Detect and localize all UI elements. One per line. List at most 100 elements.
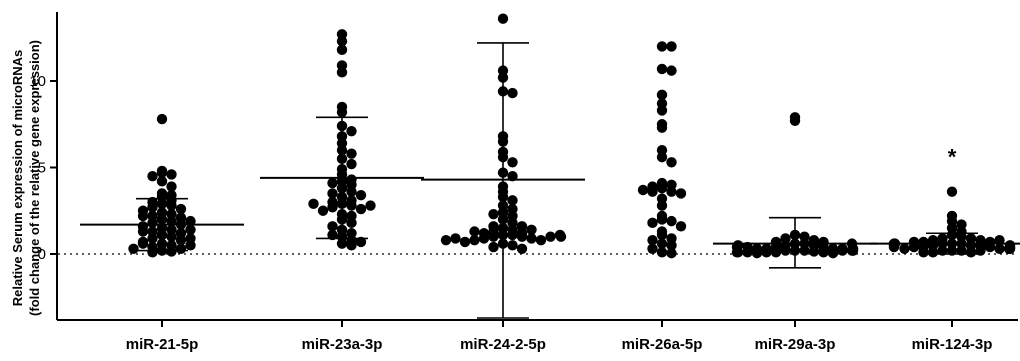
- data-point-miR-124-3p-30: [927, 247, 939, 258]
- data-point-miR-21-5p-45: [137, 238, 149, 249]
- data-point-miR-26a-5p-2: [656, 63, 668, 75]
- data-point-miR-21-5p-6: [166, 181, 177, 192]
- data-point-miR-24-2-5p-40: [478, 228, 490, 239]
- data-point-miR-21-5p-31: [166, 231, 177, 242]
- data-point-miR-23a-3p-34: [327, 221, 338, 232]
- data-point-miR-124-3p-24: [899, 243, 910, 255]
- data-point-miR-26a-5p-23: [666, 215, 677, 227]
- x-tick-label-miR-124-3p: miR-124-3p: [912, 336, 993, 353]
- data-point-miR-26a-5p-27: [656, 229, 668, 241]
- data-point-miR-24-2-5p-29: [488, 231, 499, 242]
- data-point-miR-23a-3p-39: [336, 238, 348, 249]
- data-point-miR-24-2-5p-30: [516, 231, 528, 242]
- data-point-miR-24-2-5p-9: [507, 157, 518, 168]
- data-point-miR-21-5p-47: [128, 243, 139, 255]
- data-point-miR-21-5p-5: [156, 176, 168, 187]
- data-point-miR-29a-3p-23: [761, 247, 772, 258]
- data-point-miR-21-5p-43: [137, 226, 149, 237]
- data-point-miR-21-5p-46: [185, 240, 196, 251]
- data-point-miR-26a-5p-32: [647, 243, 658, 255]
- data-point-miR-26a-5p-6: [656, 105, 668, 116]
- data-point-miR-26a-5p-30: [656, 238, 668, 249]
- data-point-miR-24-2-5p-35: [459, 236, 471, 248]
- x-tick-label-miR-26a-5p: miR-26a-5p: [622, 336, 703, 353]
- data-point-miR-124-3p-0: [946, 186, 958, 197]
- data-point-miR-26a-5p-16: [666, 186, 677, 197]
- data-point-miR-24-2-5p-0: [497, 13, 509, 24]
- y-tick-label-10: 10: [29, 73, 46, 90]
- y-axis-label-line-2: (fold change of the relative gene expres…: [27, 40, 42, 316]
- significance-asterisk-miR-124-3p: *: [948, 145, 957, 170]
- data-point-miR-24-2-5p-37: [507, 240, 518, 251]
- data-point-miR-26a-5p-35: [637, 184, 649, 196]
- plot-area: 0 5 10 miR-21-5p miR-23a-3p miR-24-2-5p miR-26…: [29, 12, 1020, 353]
- data-point-miR-21-5p-48: [137, 210, 149, 222]
- data-point-miR-24-2-5p-42: [526, 224, 537, 235]
- data-point-miR-21-5p-2: [156, 167, 168, 178]
- data-point-miR-124-3p-43: [918, 247, 929, 258]
- data-point-miR-21-5p-33: [175, 234, 187, 246]
- data-point-miR-23a-3p-27: [346, 200, 357, 211]
- data-point-miR-21-5p-38: [175, 243, 187, 255]
- data-point-miR-26a-5p-29: [647, 234, 658, 246]
- data-point-miR-24-2-5p-39: [516, 243, 528, 255]
- data-point-miR-29a-3p-22: [818, 247, 829, 258]
- data-point-miR-24-2-5p-43: [450, 233, 461, 244]
- data-point-miR-124-3p-34: [908, 236, 920, 248]
- data-point-miR-23a-3p-22: [327, 188, 338, 199]
- data-point-miR-23a-3p-43: [346, 210, 357, 222]
- data-point-miR-124-3p-41: [975, 245, 986, 256]
- data-point-miR-26a-5p-11: [666, 157, 677, 168]
- data-point-miR-23a-3p-14: [346, 158, 357, 170]
- data-point-miR-23a-3p-21: [346, 186, 357, 197]
- data-point-miR-21-5p-15: [175, 203, 187, 215]
- data-point-miR-21-5p-14: [147, 202, 158, 213]
- data-point-miR-29a-3p-37: [731, 247, 743, 258]
- x-tick-label-miR-23a-3p: miR-23a-3p: [302, 336, 383, 353]
- data-point-miR-21-5p-0: [156, 113, 168, 125]
- data-point-miR-24-2-5p-4: [507, 87, 518, 99]
- data-point-miR-23a-3p-45: [327, 177, 338, 189]
- data-point-miR-21-5p-13: [166, 200, 177, 211]
- data-point-miR-24-2-5p-15: [507, 195, 518, 206]
- data-point-miR-29a-3p-20: [808, 246, 820, 257]
- x-tick-label-miR-24-2-5p: miR-24-2-5p: [460, 336, 546, 353]
- x-tick-label-miR-29a-3p: miR-29a-3p: [755, 336, 836, 353]
- data-point-miR-26a-5p-0: [656, 41, 668, 52]
- data-point-miR-29a-3p-39: [847, 243, 859, 255]
- data-point-miR-24-2-5p-32: [526, 233, 537, 244]
- data-point-miR-21-5p-41: [147, 247, 158, 258]
- data-point-miR-124-3p-42: [888, 240, 900, 251]
- data-point-miR-21-5p-40: [166, 246, 177, 257]
- data-point-miR-24-2-5p-38: [488, 241, 499, 253]
- data-point-miR-26a-5p-20: [656, 200, 668, 211]
- data-point-miR-29a-3p-24: [827, 247, 839, 259]
- data-point-miR-29a-3p-1: [789, 115, 801, 126]
- data-point-miR-24-2-5p-41: [545, 231, 556, 242]
- data-point-miR-23a-3p-47: [355, 236, 367, 248]
- data-point-miR-26a-5p-22: [656, 214, 668, 225]
- data-point-miR-29a-3p-25: [751, 247, 763, 259]
- data-point-miR-23a-3p-29: [355, 203, 367, 215]
- data-point-miR-124-3p-23: [994, 243, 1005, 255]
- data-point-miR-23a-3p-40: [346, 240, 357, 251]
- data-point-miR-23a-3p-1: [336, 36, 348, 47]
- data-point-miR-23a-3p-4: [336, 67, 348, 78]
- data-point-miR-24-2-5p-49: [469, 226, 480, 237]
- data-point-miR-21-5p-32: [147, 233, 158, 244]
- data-point-miR-24-2-5p-47: [488, 209, 499, 220]
- data-point-miR-26a-5p-1: [666, 41, 677, 52]
- data-point-miR-26a-5p-24: [647, 217, 658, 229]
- data-point-miR-21-5p-49: [185, 224, 196, 235]
- data-point-miR-23a-3p-2: [336, 44, 348, 56]
- data-point-miR-29a-3p-28: [837, 245, 848, 256]
- data-point-miR-23a-3p-42: [355, 189, 367, 201]
- data-point-miR-24-2-5p-34: [535, 234, 547, 246]
- data-point-miR-24-2-5p-28: [507, 229, 518, 241]
- data-point-miR-24-2-5p-45: [440, 234, 452, 246]
- data-point-miR-26a-5p-31: [666, 240, 677, 251]
- x-tick-label-miR-21-5p: miR-21-5p: [126, 336, 199, 353]
- y-axis-label: Relative Serum expression of microRNAs (…: [10, 40, 42, 316]
- data-point-miR-29a-3p-19: [780, 245, 791, 256]
